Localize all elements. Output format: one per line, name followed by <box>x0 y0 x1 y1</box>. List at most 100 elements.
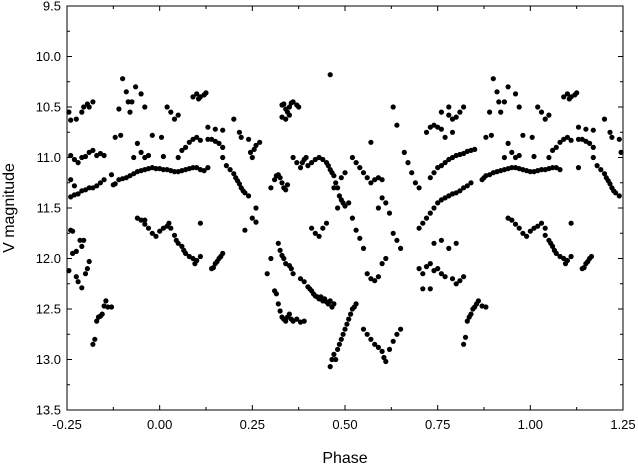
data-point <box>73 116 79 122</box>
data-point <box>427 210 433 216</box>
data-point <box>325 163 331 169</box>
data-point <box>431 205 437 211</box>
data-point <box>498 109 504 115</box>
data-point <box>253 205 259 211</box>
data-point <box>529 134 535 140</box>
x-axis-ticks: -0.25 0.00 0.25 0.50 0.75 1.00 1.25 <box>52 6 636 432</box>
data-point <box>368 336 374 342</box>
data-point <box>231 171 237 177</box>
data-point <box>438 109 444 115</box>
data-point <box>68 117 74 123</box>
data-point <box>412 180 418 186</box>
data-point <box>166 220 172 226</box>
data-point <box>331 301 337 307</box>
data-point <box>364 175 370 181</box>
data-point <box>97 180 103 186</box>
data-point <box>372 341 378 347</box>
data-point <box>86 258 92 265</box>
data-point <box>82 153 89 160</box>
data-point <box>71 156 77 163</box>
data-point <box>383 255 389 262</box>
data-point <box>145 152 152 159</box>
data-point <box>277 308 283 314</box>
data-point <box>344 321 350 327</box>
data-point <box>331 185 337 191</box>
data-point <box>405 160 411 166</box>
data-point <box>527 228 533 234</box>
data-point <box>609 134 615 140</box>
data-point <box>73 248 79 254</box>
data-point <box>575 165 582 171</box>
x-tick-label: 1.25 <box>610 417 635 432</box>
data-point <box>360 326 367 332</box>
data-point <box>194 91 200 97</box>
data-point <box>297 276 304 282</box>
data-point <box>483 134 489 140</box>
data-point <box>601 116 608 122</box>
data-point <box>303 154 309 161</box>
data-point <box>82 271 89 277</box>
data-point <box>464 183 470 189</box>
data-point <box>142 217 148 223</box>
data-point <box>542 232 548 238</box>
data-point <box>446 245 452 251</box>
data-point <box>516 225 522 231</box>
data-point <box>390 230 396 236</box>
data-point <box>581 265 587 271</box>
data-point <box>446 112 452 118</box>
data-point <box>442 274 448 280</box>
data-point <box>197 220 203 226</box>
data-point <box>105 304 111 310</box>
data-point <box>108 304 115 310</box>
data-point <box>281 101 287 107</box>
data-point <box>550 243 556 249</box>
data-point <box>575 136 582 142</box>
data-point <box>333 180 339 186</box>
data-point <box>194 257 200 264</box>
data-point <box>379 261 385 267</box>
data-point <box>138 149 144 155</box>
x-axis-title: Phase <box>322 450 367 467</box>
data-point <box>296 104 302 110</box>
data-point <box>364 331 370 337</box>
data-point <box>327 72 333 78</box>
data-point <box>457 278 463 284</box>
data-point <box>277 175 283 181</box>
data-point <box>524 233 530 239</box>
data-point <box>409 170 415 176</box>
data-point <box>438 163 444 169</box>
data-point <box>431 170 437 176</box>
data-point <box>268 185 274 191</box>
data-point <box>264 271 270 277</box>
data-point <box>427 261 433 267</box>
data-point <box>342 170 348 176</box>
data-point <box>149 132 155 138</box>
y-axis-ticks: 9.5 10.0 10.5 11.0 11.5 12.0 12.5 13.0 13.5 <box>36 0 623 418</box>
data-point <box>435 266 441 272</box>
data-point <box>216 140 222 146</box>
data-point <box>171 169 178 175</box>
data-point <box>133 84 139 90</box>
data-point <box>73 274 79 280</box>
data-point <box>134 140 140 146</box>
data-point <box>416 266 422 272</box>
data-point <box>468 311 474 317</box>
data-point <box>138 217 144 223</box>
data-point <box>420 271 426 277</box>
data-point <box>338 175 344 181</box>
data-point <box>616 136 622 142</box>
data-point <box>71 183 77 189</box>
data-point <box>220 154 226 161</box>
data-point <box>68 177 74 183</box>
data-point <box>281 255 287 262</box>
data-point <box>490 76 496 82</box>
data-point <box>153 233 159 239</box>
data-point <box>364 271 370 277</box>
data-point <box>220 250 226 256</box>
data-point <box>475 298 481 304</box>
data-point <box>116 106 122 112</box>
data-point <box>283 187 289 193</box>
data-point <box>101 152 107 159</box>
data-point <box>103 298 109 304</box>
